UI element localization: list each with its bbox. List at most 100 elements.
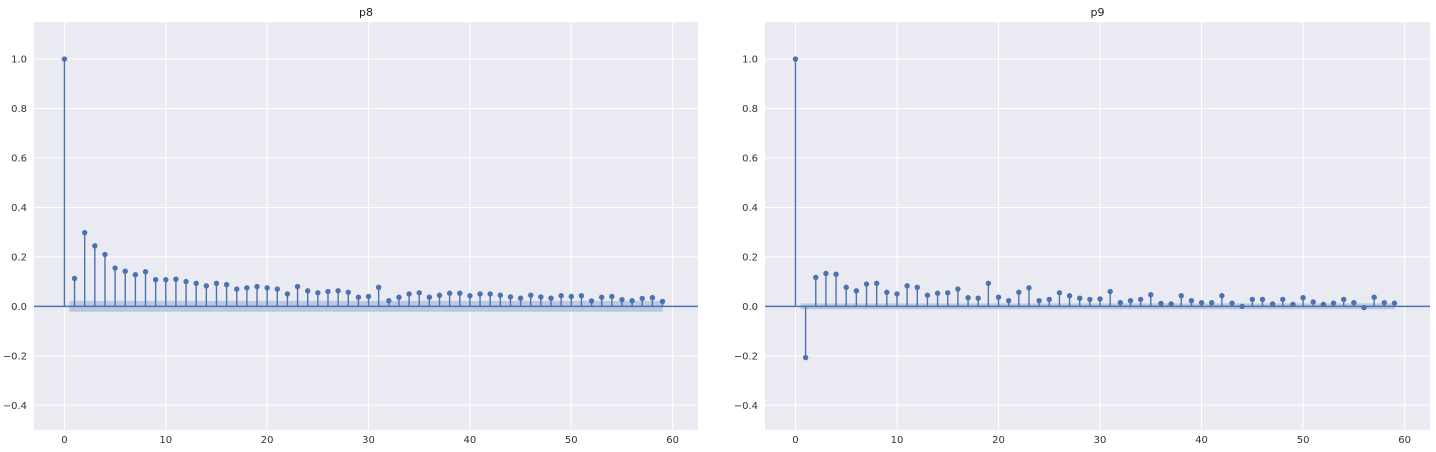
acf-point [1209,299,1215,306]
acf-point [528,292,534,298]
x-tick-label: 30 [362,435,375,446]
acf-point [578,293,585,299]
y-tick-label: 0.2 [11,252,27,263]
acf-point [649,295,656,301]
acf-point [588,298,595,304]
acf-point [659,298,666,305]
acf-point [467,293,473,299]
y-tick-label: −0.4 [3,401,27,412]
acf-point [457,290,463,296]
acf-point [1290,301,1296,308]
acf-point [965,295,971,301]
acf-panel-p9: 0 10 20 30 40 50 60 −0.4 −0.2 0.0 0.2 0.4 0.6 0.8 1.0 p… [734,6,1430,446]
acf-point [955,286,961,292]
acf-point [1300,295,1306,301]
acf-point [1269,301,1276,307]
acf-point [1229,300,1235,306]
acf-point [497,292,504,298]
acf-point [843,284,849,291]
y-tick-label: 0.8 [742,104,758,115]
acf-point [132,272,139,278]
acf-point [914,284,920,291]
acf-point [873,280,880,287]
acf-point [1381,299,1388,306]
acf-point [305,288,311,294]
acf-point [1168,301,1174,307]
acf-point [1280,296,1286,303]
y-tick-label: 0.6 [742,154,758,165]
acf-point [223,281,230,288]
acf-point [234,286,240,292]
y-tick-label: 0.8 [11,104,27,115]
chart-title: p9 [1091,6,1105,19]
acf-point [1066,293,1073,299]
acf-point [183,278,189,285]
acf-point [487,291,493,297]
acf-point [507,294,514,300]
acf-point [985,280,992,287]
acf-point [1127,297,1134,304]
acf-point [1056,290,1063,296]
plot-area [34,22,698,430]
acf-point [609,293,615,300]
acf-point [1341,296,1347,303]
acf-point [517,295,524,301]
acf-point [1046,296,1052,303]
acf-point [945,290,951,296]
x-tick-label: 20 [992,435,1005,446]
y-tick-label: 0.6 [11,154,27,165]
acf-point [813,274,819,281]
x-tick-label: 20 [261,435,274,446]
acf-point [934,290,941,296]
acf-point [102,251,108,258]
x-tick-label: 10 [891,435,904,446]
acf-point [81,229,88,236]
acf-point [1016,289,1022,295]
acf-point [629,297,635,304]
acf-point [1158,300,1164,307]
x-tick-label: 50 [565,435,578,446]
acf-point [315,290,321,296]
acf-point [173,276,179,282]
acf-point [436,292,443,298]
y-tick-label: 0.2 [742,252,758,263]
acf-point [274,286,280,292]
acf-point [548,295,554,301]
acf-point [1117,299,1124,306]
acf-point [254,283,260,290]
y-tick-label: −0.4 [734,401,758,412]
acf-point [863,281,870,287]
acf-point [284,291,291,297]
x-tick-label: 0 [792,435,798,446]
x-tick-label: 60 [1398,435,1411,446]
acf-point [1188,297,1195,304]
acf-point [152,276,159,283]
acf-point [904,283,910,289]
acf-point [1005,297,1012,304]
y-tick-label: 0.0 [742,302,758,313]
acf-point [92,243,98,249]
acf-point [894,291,900,297]
acf-point [1219,293,1225,299]
acf-point [538,294,544,300]
acf-point [853,288,860,294]
acf-point [884,289,890,295]
acf-point [193,280,199,287]
acf-point [375,284,382,291]
acf-point [1097,296,1103,302]
acf-point [1361,304,1367,311]
x-tick-label: 50 [1297,435,1310,446]
acf-point [792,56,799,62]
acf-point [1371,294,1377,300]
acf-point [1330,300,1337,306]
acf-point [833,271,839,277]
acf-point [1310,299,1316,305]
acf-point [112,265,118,271]
acf-point [995,294,1002,300]
acf-point [823,270,829,277]
acf-point [598,294,605,300]
acf-point [477,291,483,297]
y-tick-label: −0.2 [3,351,27,362]
acf-point [396,294,402,300]
